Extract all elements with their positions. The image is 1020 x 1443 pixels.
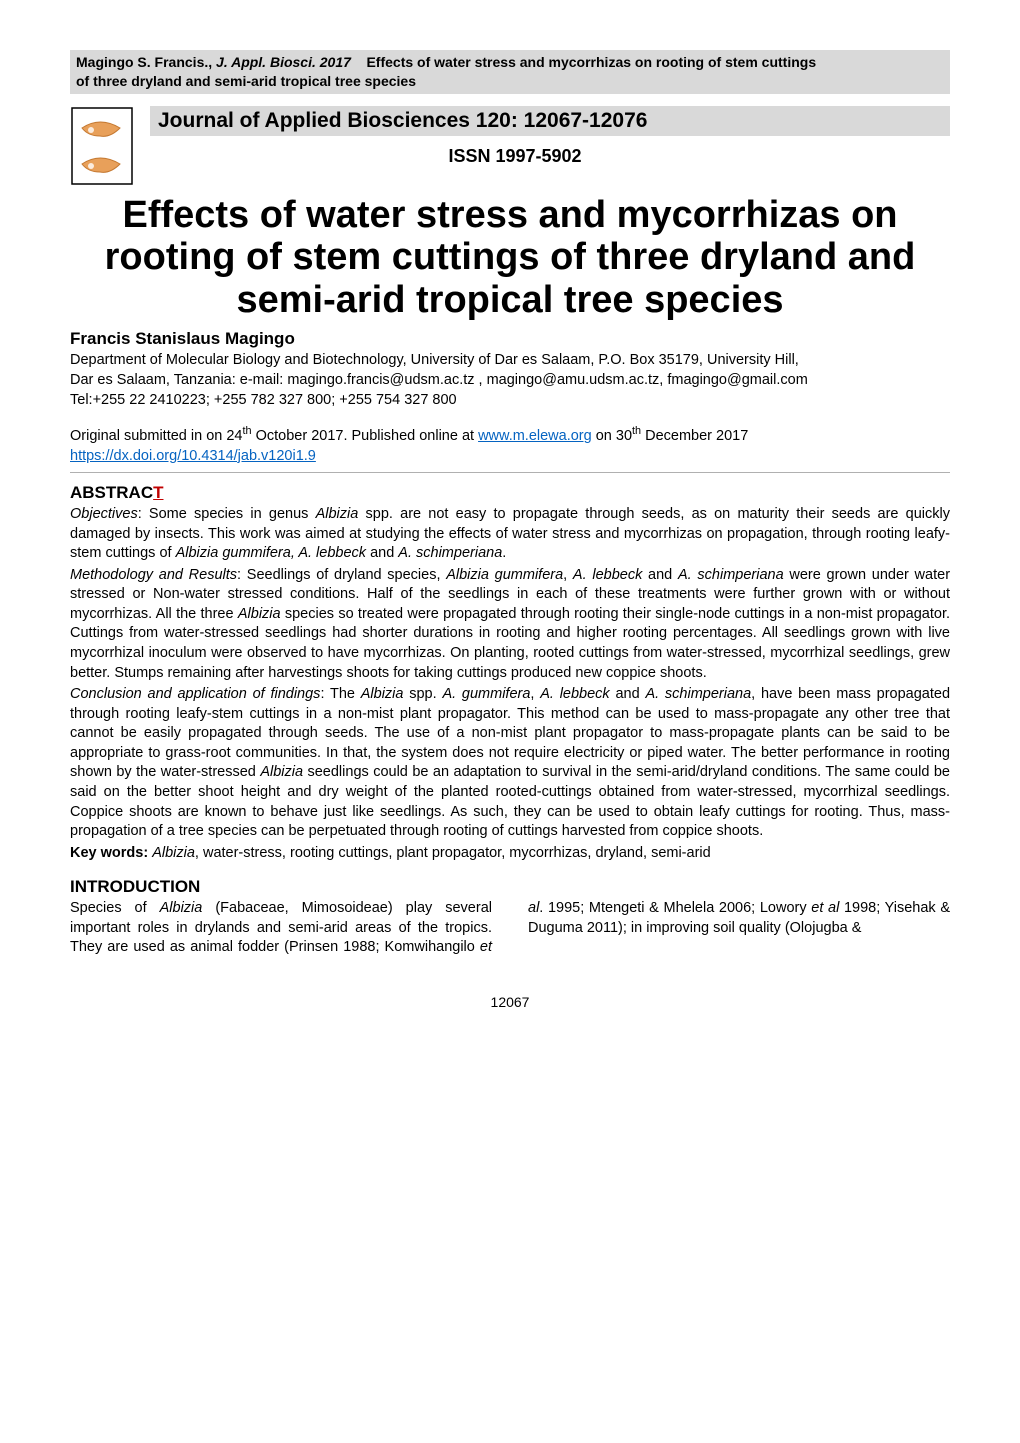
header-author: Magingo S. Francis., bbox=[76, 54, 212, 70]
affiliation-line3: Tel:+255 22 2410223; +255 782 327 800; +… bbox=[70, 392, 457, 408]
objectives-label: Objectives bbox=[70, 506, 138, 522]
submission-info: Original submitted in on 24th October 20… bbox=[70, 424, 950, 466]
keywords: Key words: Albizia, water-stress, rootin… bbox=[70, 844, 950, 864]
doi-link[interactable]: https://dx.doi.org/10.4314/jab.v120i1.9 bbox=[70, 448, 316, 464]
methodology-label: Methodology and Results bbox=[70, 567, 237, 583]
journal-title: Journal of Applied Biosciences 120: 1206… bbox=[150, 106, 950, 136]
abstract-conclusion: Conclusion and application of findings: … bbox=[70, 685, 950, 842]
issn: ISSN 1997-5902 bbox=[80, 146, 950, 167]
keywords-label: Key words: bbox=[70, 845, 148, 861]
separator-line bbox=[70, 472, 950, 473]
running-header: Magingo S. Francis., J. Appl. Biosci. 20… bbox=[70, 50, 950, 94]
abstract-heading-t: T bbox=[153, 483, 163, 502]
submission-mid2: on 30 bbox=[592, 428, 632, 444]
affiliation: Department of Molecular Biology and Biot… bbox=[70, 351, 950, 410]
submission-suffix: December 2017 bbox=[641, 428, 748, 444]
submission-sup2: th bbox=[632, 425, 641, 437]
article-title: Effects of water stress and mycorrhizas … bbox=[70, 194, 950, 322]
introduction-body: Species of Albizia (Fabaceae, Mimosoidea… bbox=[70, 899, 950, 958]
abstract-objectives: Objectives: Some species in genus Albizi… bbox=[70, 505, 950, 564]
elewa-link[interactable]: www.m.elewa.org bbox=[478, 428, 592, 444]
header-title-part2: of three dryland and semi-arid tropical … bbox=[76, 73, 416, 89]
keywords-species: Albizia bbox=[152, 845, 195, 861]
submission-prefix: Original submitted in on 24 bbox=[70, 428, 243, 444]
introduction-heading: INTRODUCTION bbox=[70, 877, 950, 897]
keywords-text: , water-stress, rooting cuttings, plant … bbox=[195, 845, 711, 861]
affiliation-line2: Dar es Salaam, Tanzania: e-mail: magingo… bbox=[70, 372, 808, 388]
header-journal: J. Appl. Biosci. 2017 bbox=[216, 54, 351, 70]
abstract-heading-prefix: ABSTRAC bbox=[70, 483, 153, 502]
author-name: Francis Stanislaus Magingo bbox=[70, 329, 950, 349]
page-number: 12067 bbox=[70, 994, 950, 1010]
abstract-heading: ABSTRACT bbox=[70, 483, 950, 503]
header-title-part1: Effects of water stress and mycorrhizas … bbox=[366, 54, 816, 70]
submission-mid1: October 2017. Published online at bbox=[252, 428, 479, 444]
conclusion-label: Conclusion and application of findings bbox=[70, 686, 320, 702]
logo-title-row: Journal of Applied Biosciences 120: 1206… bbox=[70, 106, 950, 186]
submission-sup1: th bbox=[243, 425, 252, 437]
affiliation-line1: Department of Molecular Biology and Biot… bbox=[70, 352, 799, 368]
abstract-body: Objectives: Some species in genus Albizi… bbox=[70, 505, 950, 863]
abstract-methodology: Methodology and Results: Seedlings of dr… bbox=[70, 566, 950, 683]
